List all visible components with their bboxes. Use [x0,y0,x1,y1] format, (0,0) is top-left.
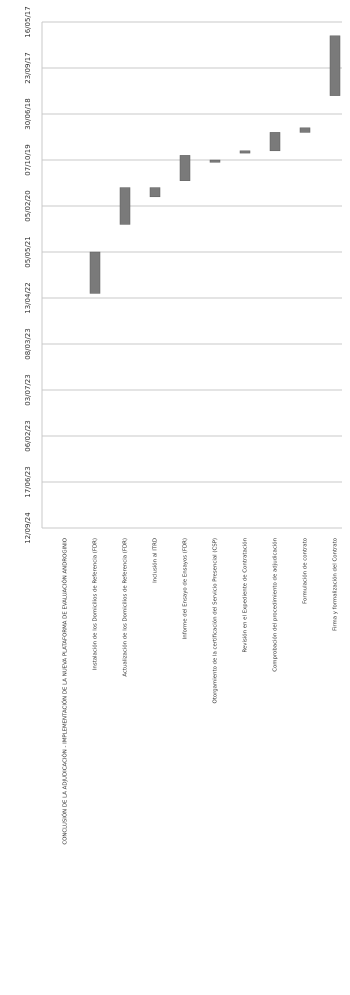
gantt-bar [329,35,341,96]
category-label: Informe del Ensayo de Ensayos (FDR) [183,538,189,639]
tick-label: 12/09/24 [24,512,32,544]
tick-label: 23/09/17 [24,52,32,83]
category-label: Inclusión al ITRD [152,538,159,583]
gantt-bar [119,187,131,225]
category-label: Formulación de contrato [302,538,309,604]
category-label: Comprobación del procedimiento de adjudi… [272,538,279,672]
grid-lines [41,21,342,529]
tick-label: 05/02/20 [24,190,32,221]
category-label: Firma y formalización del Contrato [332,538,339,631]
bars [89,35,341,294]
gantt-bar [299,127,311,133]
tick-label: 03/07/23 [24,374,32,405]
tick-label: 13/04/22 [24,282,32,313]
category-label: Otorgamiento de la certificación del Ser… [212,538,219,704]
category-label: CONCLUSIÓN DE LA ADJUDICACIÓN - IMPLEMEN… [62,538,69,845]
tick-label: 05/05/21 [24,236,32,267]
tick-label: 17/06/23 [24,466,32,497]
category-label: Revisión en el Expediente de Contratació… [242,538,249,653]
gantt-bar [89,251,101,294]
category-label: Actualización de los Domicilios de Refer… [122,538,129,677]
tick-labels: 16/05/17 23/09/17 30/06/18 07/10/19 05/02/20… [24,6,32,543]
gantt-bar [269,132,281,152]
tick-label: 16/05/17 [24,6,32,37]
gantt-bar [209,159,221,163]
tick-label: 30/06/18 [24,98,32,129]
gantt-bar [179,155,191,181]
category-label: Instalación de los Domicilios de Referen… [92,538,99,670]
tick-label: 07/10/19 [24,144,32,175]
category-labels: CONCLUSIÓN DE LA ADJUDICACIÓN - IMPLEMEN… [62,538,339,845]
tick-label: 06/02/23 [24,420,32,451]
gantt-bar [239,150,251,154]
gantt-bar [149,187,161,198]
tick-label: 08/03/23 [24,328,32,359]
